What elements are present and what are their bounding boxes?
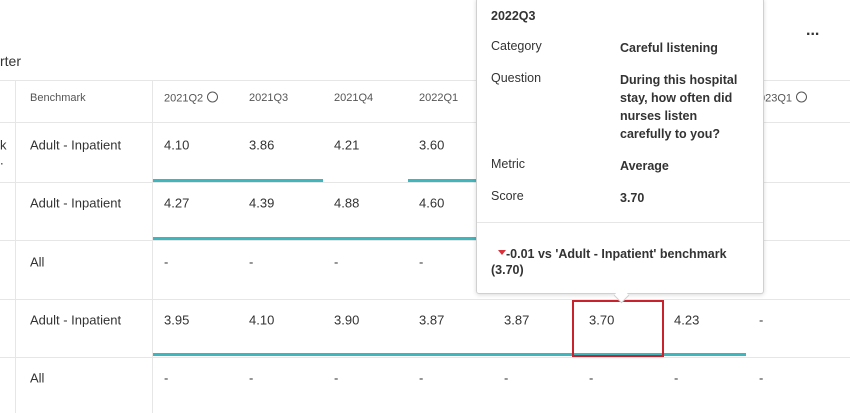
trend-bar (408, 179, 478, 182)
score-cell: - (674, 370, 679, 386)
score-cell: 4.39 (249, 195, 275, 211)
score-cell: 3.60 (419, 137, 445, 153)
benchmark-cell: Adult - Inpatient (30, 195, 122, 211)
score-cell: - (759, 370, 764, 386)
score-cell: 4.88 (334, 195, 360, 211)
score-cell: - (504, 370, 509, 386)
score-cell: - (419, 370, 424, 386)
score-cell: 4.60 (419, 195, 445, 211)
tooltip-value: 3.70 (620, 191, 645, 205)
divider (0, 357, 850, 358)
score-cell: 3.86 (249, 137, 275, 153)
divider (0, 240, 850, 241)
column-header: 023Q1 (759, 91, 808, 105)
tooltip-value: During this hospital stay, how often did… (620, 73, 738, 141)
down-arrow (498, 250, 506, 255)
trend-bar (153, 237, 478, 240)
score-cell: 4.23 (674, 312, 700, 328)
score-cell: 3.90 (334, 312, 360, 328)
score-cell: 3.95 (164, 312, 190, 328)
score-cell: - (419, 254, 424, 270)
benchmark-cell: All (30, 254, 45, 270)
divider (0, 299, 850, 300)
tooltip-value: Average (620, 159, 669, 173)
column-header: 2021Q3 (249, 92, 289, 104)
trend-bar (153, 179, 323, 182)
highlight-box (572, 300, 664, 357)
column-header: 2022Q1 (419, 92, 459, 104)
divider (0, 80, 850, 81)
score-cell: 3.87 (419, 312, 445, 328)
divider (477, 222, 763, 223)
benchmark-cell: Adult - Inpatient (30, 137, 122, 153)
score-cell: 4.21 (334, 137, 360, 153)
score-cell: - (334, 370, 339, 386)
tooltip-label: Metric (491, 157, 526, 171)
divider (152, 80, 153, 413)
info-icon[interactable] (207, 91, 219, 103)
score-cell: - (164, 370, 169, 386)
score-cell: - (759, 312, 764, 328)
score-cell: 4.10 (164, 137, 190, 153)
cut-text: . (0, 152, 4, 168)
column-header: 2021Q4 (334, 92, 374, 104)
benchmark-cell: All (30, 370, 45, 386)
score-cell: - (164, 254, 169, 270)
divider (0, 122, 850, 123)
tooltip-value: Careful listening (620, 41, 718, 55)
score-cell: - (589, 370, 594, 386)
column-header: 2021Q2 (164, 91, 219, 105)
title-fragment: rter (0, 53, 21, 69)
score-cell: 4.10 (249, 312, 275, 328)
tooltip-footer: -0.01 vs 'Adult - Inpatient' benchmark (… (491, 247, 727, 277)
column-header: Benchmark (30, 92, 86, 104)
score-cell: 3.87 (504, 312, 530, 328)
score-cell: - (334, 254, 339, 270)
more-menu[interactable]: ... (806, 22, 820, 39)
cut-text: k (0, 137, 7, 153)
tooltip-label: Question (491, 71, 542, 85)
score-cell: - (249, 370, 254, 386)
tooltip-label: Score (491, 189, 524, 203)
benchmark-cell: Adult - Inpatient (30, 312, 122, 328)
divider (0, 182, 850, 183)
tooltip: 2022Q3 -0.01 vs 'Adult - Inpatient' benc… (476, 0, 764, 304)
score-cell: - (249, 254, 254, 270)
info-icon[interactable] (796, 91, 808, 103)
tooltip-title: 2022Q3 (491, 9, 536, 23)
score-cell: 4.27 (164, 195, 190, 211)
score-cell: 3.70 (589, 312, 615, 328)
tooltip-label: Category (491, 39, 542, 53)
trend-bar (153, 353, 746, 356)
divider (15, 80, 16, 413)
